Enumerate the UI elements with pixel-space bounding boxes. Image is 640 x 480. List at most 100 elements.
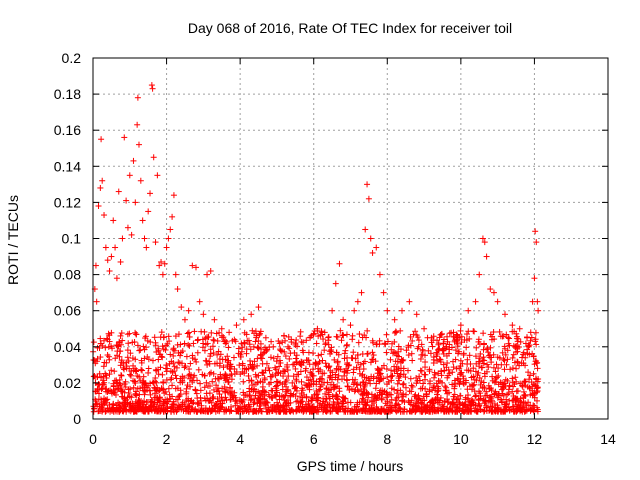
data-point [467, 360, 474, 367]
data-point [365, 195, 372, 202]
data-point [394, 380, 401, 387]
data-point [343, 331, 350, 338]
data-point [284, 343, 291, 350]
data-point [151, 334, 158, 341]
data-point [405, 352, 412, 359]
data-point [181, 316, 188, 323]
data-point [369, 249, 376, 256]
data-point [140, 373, 147, 380]
data-point [185, 329, 192, 336]
data-point [427, 350, 434, 357]
data-point [185, 307, 192, 314]
data-point [509, 403, 516, 410]
data-point [126, 371, 133, 378]
data-point [292, 384, 299, 391]
data-point [364, 181, 371, 188]
data-point [494, 298, 501, 305]
data-point [214, 351, 221, 358]
data-point [349, 336, 356, 343]
data-point [141, 391, 148, 398]
data-point [138, 366, 145, 373]
data-point [417, 367, 424, 374]
data-point [317, 400, 324, 407]
data-point [286, 345, 293, 352]
data-point [218, 325, 225, 332]
data-point [513, 365, 520, 372]
data-point [205, 334, 212, 341]
data-point [104, 257, 111, 264]
data-point [145, 365, 152, 372]
data-point [182, 363, 189, 370]
data-point [345, 362, 352, 369]
data-point [350, 349, 357, 356]
data-point [407, 375, 414, 382]
data-point [383, 331, 390, 338]
data-point [186, 366, 193, 373]
data-point [165, 235, 172, 242]
data-point [367, 235, 374, 242]
data-point [334, 383, 341, 390]
data-point [348, 385, 355, 392]
data-point [252, 338, 259, 345]
data-point [344, 341, 351, 348]
data-point [527, 329, 534, 336]
data-point [298, 385, 305, 392]
data-point [532, 228, 539, 235]
data-point [117, 258, 124, 265]
data-point [453, 365, 460, 372]
data-point [340, 316, 347, 323]
data-point [277, 347, 284, 354]
data-point [435, 387, 442, 394]
data-point [392, 328, 399, 335]
data-point [233, 322, 240, 329]
data-point [535, 307, 542, 314]
data-point [284, 367, 291, 374]
data-point [126, 172, 133, 179]
x-tick-label: 12 [527, 431, 543, 447]
data-point [90, 339, 97, 346]
data-point [121, 366, 128, 373]
x-tick-label: 2 [163, 431, 171, 447]
y-tick-label: 0.1 [62, 231, 82, 247]
data-point [280, 373, 287, 380]
data-point [464, 386, 471, 393]
data-point [105, 330, 112, 337]
data-point [137, 177, 144, 184]
data-point [209, 343, 216, 350]
data-point [208, 329, 215, 336]
y-tick-label: 0.16 [54, 122, 81, 138]
data-point [470, 382, 477, 389]
data-point [266, 367, 273, 374]
data-point [495, 372, 502, 379]
data-point [457, 327, 464, 334]
data-point [437, 331, 444, 338]
data-point [421, 325, 428, 332]
data-point [147, 339, 154, 346]
data-point [125, 389, 132, 396]
data-point [142, 333, 149, 340]
data-point [191, 328, 198, 335]
data-point [197, 387, 204, 394]
data-point [339, 332, 346, 339]
data-point [336, 260, 343, 267]
data-point [106, 267, 113, 274]
data-point [163, 362, 170, 369]
data-point [210, 336, 217, 343]
data-point [454, 343, 461, 350]
data-point [106, 371, 113, 378]
data-point [512, 374, 519, 381]
data-point [94, 373, 101, 380]
data-point [108, 253, 115, 260]
data-point [280, 403, 287, 410]
data-point [118, 330, 125, 337]
data-point [100, 363, 107, 370]
data-point [124, 224, 131, 231]
x-tick-label: 0 [89, 431, 97, 447]
data-point [388, 367, 395, 374]
data-point [440, 340, 447, 347]
chart-title: Day 068 of 2016, Rate Of TEC Index for r… [188, 20, 512, 36]
data-point [250, 343, 257, 350]
data-point [415, 337, 422, 344]
x-tick-label: 8 [383, 431, 391, 447]
data-point [446, 330, 453, 337]
